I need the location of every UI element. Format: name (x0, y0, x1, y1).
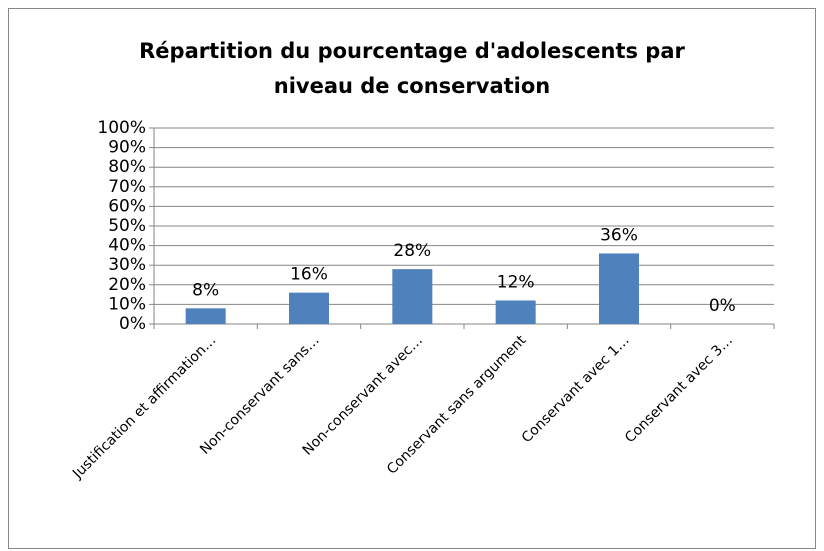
y-tick-label: 90% (108, 138, 146, 158)
y-tick-label: 10% (108, 294, 146, 314)
y-tick-label: 100% (97, 118, 146, 138)
y-tick-label: 60% (108, 196, 146, 216)
bar (495, 300, 536, 324)
bar (599, 253, 639, 324)
value-label: 8% (192, 280, 219, 300)
bar (289, 292, 329, 324)
chart-title: Répartition du pourcentage d'adolescents… (139, 39, 685, 98)
y-tick-label: 50% (108, 216, 146, 236)
value-label: 0% (709, 296, 736, 316)
y-tick-label: 70% (108, 177, 146, 197)
y-tick-label: 30% (108, 255, 146, 275)
bar (392, 269, 433, 324)
y-tick-label: 20% (108, 275, 146, 295)
value-label: 12% (497, 272, 535, 292)
y-tick-label: 0% (119, 314, 146, 334)
value-label: 16% (290, 265, 328, 285)
y-tick-label: 80% (108, 157, 146, 177)
bar (185, 308, 226, 324)
value-label: 28% (393, 241, 431, 261)
y-tick-label: 40% (108, 236, 146, 256)
value-label: 36% (600, 225, 638, 245)
